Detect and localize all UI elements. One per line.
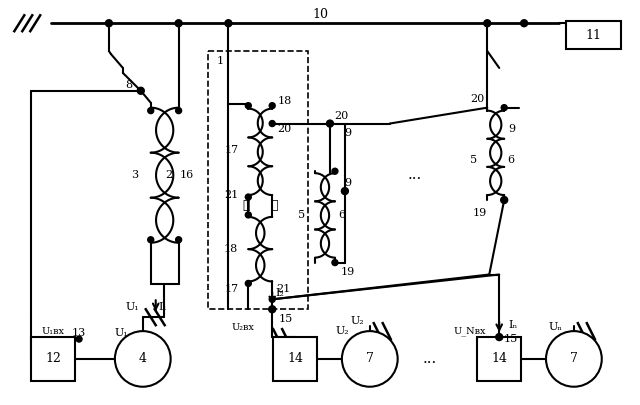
Circle shape <box>501 104 507 111</box>
Circle shape <box>175 237 182 243</box>
Circle shape <box>245 212 252 218</box>
Text: U₁: U₁ <box>126 302 140 312</box>
Bar <box>477 337 521 381</box>
Text: 7: 7 <box>366 352 374 365</box>
Text: 19: 19 <box>472 208 486 218</box>
Text: ⋮: ⋮ <box>243 200 250 213</box>
Text: 9: 9 <box>344 128 351 139</box>
Text: 9: 9 <box>509 124 516 134</box>
Circle shape <box>106 20 113 27</box>
Circle shape <box>484 20 491 27</box>
Text: 2: 2 <box>165 170 172 180</box>
Circle shape <box>332 168 338 174</box>
Circle shape <box>341 188 348 194</box>
Text: 21: 21 <box>276 284 291 294</box>
Text: 1: 1 <box>216 56 223 66</box>
Text: 20: 20 <box>334 111 348 121</box>
Text: ...: ... <box>422 352 436 366</box>
Circle shape <box>138 87 144 94</box>
Bar <box>566 21 621 49</box>
Text: I₂: I₂ <box>276 288 285 298</box>
Circle shape <box>148 237 154 243</box>
Circle shape <box>76 336 82 342</box>
Text: 19: 19 <box>341 266 355 277</box>
Circle shape <box>269 306 276 313</box>
Text: 20: 20 <box>277 124 291 134</box>
Text: U₁вх: U₁вх <box>42 326 65 336</box>
Text: 8: 8 <box>125 80 133 90</box>
Text: 5: 5 <box>470 155 477 165</box>
Text: I₁: I₁ <box>158 302 167 312</box>
Circle shape <box>332 260 338 266</box>
Text: 3: 3 <box>131 170 138 180</box>
Text: 14: 14 <box>287 352 303 365</box>
Circle shape <box>342 331 397 387</box>
Text: 13: 13 <box>72 328 86 338</box>
Circle shape <box>175 108 182 114</box>
Text: 15: 15 <box>278 314 292 324</box>
Bar <box>31 337 75 381</box>
Text: 18: 18 <box>224 244 238 254</box>
Circle shape <box>245 103 252 109</box>
Bar <box>209 51 308 309</box>
Text: 17: 17 <box>224 284 238 294</box>
Circle shape <box>245 194 252 200</box>
Circle shape <box>148 108 154 114</box>
Text: Uₙ: Uₙ <box>549 322 563 332</box>
Text: 10: 10 <box>312 8 328 21</box>
Circle shape <box>269 103 275 109</box>
Text: 21: 21 <box>224 190 238 200</box>
Text: U₂вх: U₂вх <box>232 323 254 332</box>
Text: ...: ... <box>408 168 422 182</box>
Circle shape <box>225 20 232 27</box>
Bar <box>273 337 317 381</box>
Circle shape <box>326 120 333 127</box>
Circle shape <box>546 331 602 387</box>
Text: 6: 6 <box>339 210 346 220</box>
Text: 12: 12 <box>45 352 61 365</box>
Text: U₂: U₂ <box>351 316 365 326</box>
Text: 17: 17 <box>224 145 238 156</box>
Text: Iₙ: Iₙ <box>508 320 518 330</box>
Text: 16: 16 <box>179 170 194 180</box>
Text: 20: 20 <box>470 94 484 104</box>
Text: 15: 15 <box>504 334 518 344</box>
Circle shape <box>496 334 502 341</box>
Circle shape <box>115 331 171 387</box>
Text: U₂: U₂ <box>335 326 349 336</box>
Circle shape <box>269 121 275 126</box>
Circle shape <box>175 20 182 27</box>
Text: 6: 6 <box>508 155 515 165</box>
Circle shape <box>269 296 275 302</box>
Text: 7: 7 <box>570 352 578 365</box>
Circle shape <box>500 196 508 203</box>
Text: 9: 9 <box>344 178 351 188</box>
Text: 4: 4 <box>139 352 147 365</box>
Circle shape <box>245 280 252 286</box>
Text: ⋮: ⋮ <box>271 200 278 213</box>
Text: 14: 14 <box>492 352 508 365</box>
Text: U₁: U₁ <box>114 328 128 338</box>
Text: 11: 11 <box>586 29 602 42</box>
Text: U_Nвх: U_Nвх <box>453 326 486 336</box>
Text: 18: 18 <box>277 96 291 106</box>
Text: 5: 5 <box>298 210 305 220</box>
Circle shape <box>520 20 527 27</box>
